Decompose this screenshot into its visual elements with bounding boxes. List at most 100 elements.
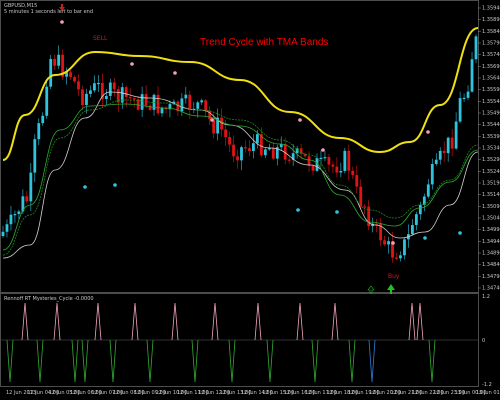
- bull-candle: [422, 196, 426, 205]
- bear-candle: [283, 144, 287, 160]
- bear-candle: [450, 137, 454, 149]
- bull-candle: [37, 123, 41, 140]
- price-axis-label: 1.35840: [482, 29, 500, 35]
- time-axis-label: 12 Jun 11:00: [177, 390, 209, 396]
- time-axis-label: 12 Jun 18:00: [326, 390, 358, 396]
- bull-candle: [196, 102, 200, 109]
- bull-candle: [180, 98, 184, 112]
- time-axis-label: 12 Jun 19:00: [348, 390, 380, 396]
- cycle-trough: [266, 339, 274, 383]
- price-axis-label: 1.35590: [482, 87, 500, 93]
- bear-candle: [212, 119, 216, 134]
- bull-candle: [343, 150, 347, 171]
- bull-candle: [96, 82, 100, 85]
- bull-candle: [5, 224, 9, 232]
- time-axis-label: 12 Jun 13:00: [220, 390, 252, 396]
- bear-candle: [116, 89, 120, 103]
- bear-candle: [81, 89, 84, 106]
- time-axis-label: 12 Jun 22:00: [412, 390, 444, 396]
- bear-candle: [77, 81, 80, 90]
- bull-candle: [17, 211, 21, 215]
- sell-label: SELL: [93, 35, 108, 42]
- bear-candle: [164, 107, 168, 110]
- price-axis-label: 1.35640: [482, 76, 500, 82]
- bear-candle: [228, 137, 231, 145]
- time-axis-label: 12 Jun 12:00: [198, 390, 230, 396]
- bear-candle: [271, 147, 275, 159]
- price-axis-label: 1.35890: [482, 17, 500, 23]
- price-axis-label: 1.35040: [482, 216, 500, 222]
- indicator-level-top: 1.2: [482, 294, 490, 300]
- bear-candle: [287, 159, 291, 161]
- bull-candle: [295, 148, 299, 154]
- symbol-label: GBPUSD,M15: [4, 3, 37, 9]
- bear-candle: [61, 54, 65, 77]
- upper-tma-band: [2, 27, 479, 161]
- bull-candle: [140, 94, 144, 110]
- candles-group: [1, 34, 478, 263]
- main-panel-frame: [0, 0, 479, 293]
- bear-candle: [307, 156, 311, 166]
- middle-tma-band: [2, 99, 479, 256]
- bull-candle: [291, 153, 295, 160]
- bull-candle: [108, 82, 112, 96]
- bear-candle: [244, 147, 247, 149]
- bull-candle: [339, 170, 343, 173]
- bull-candle: [49, 59, 53, 87]
- bull-candle: [315, 157, 319, 171]
- upper-signal-dot: [298, 118, 302, 122]
- bull-candle: [403, 239, 406, 256]
- bull-candle: [323, 157, 327, 159]
- price-axis-label: 1.35690: [482, 64, 500, 70]
- time-axis-label: 12 Jun 06:00: [70, 390, 102, 396]
- time-axis-label: 12 Jun 2013: [6, 390, 36, 396]
- bull-candle: [418, 204, 422, 215]
- bear-candle: [391, 241, 394, 258]
- price-axis-label: 1.35340: [482, 146, 500, 152]
- bear-candle: [148, 105, 152, 110]
- bull-candle: [275, 147, 279, 159]
- bull-candle: [216, 117, 220, 134]
- cycle-trough: [191, 339, 199, 383]
- bear-candle: [144, 94, 148, 106]
- cycle-trough: [36, 339, 44, 383]
- bull-candle: [411, 225, 414, 235]
- time-axis-label: 12 Jun 14:00: [241, 390, 273, 396]
- bear-candle: [69, 72, 72, 78]
- bear-candle: [128, 96, 132, 99]
- bull-candle: [387, 241, 390, 245]
- bear-candle: [303, 153, 307, 157]
- bull-candle: [41, 115, 45, 124]
- cycle-trough: [311, 339, 319, 383]
- cycle-peak: [416, 302, 424, 341]
- cycle-peak: [296, 302, 304, 341]
- small-buy-arrow-icon: [367, 285, 375, 294]
- bull-candle: [454, 121, 458, 149]
- bull-candle: [200, 100, 204, 103]
- indicator-panel-frame: [0, 293, 479, 387]
- bear-candle: [367, 206, 371, 227]
- bull-candle: [240, 147, 243, 161]
- bear-candle: [327, 157, 331, 165]
- upper-signal-dot: [173, 71, 177, 75]
- bull-candle: [45, 86, 49, 116]
- bear-candle: [208, 110, 212, 120]
- bear-candle: [124, 87, 128, 97]
- bear-candle: [248, 148, 251, 152]
- bear-candle: [355, 175, 359, 187]
- bull-candle: [21, 196, 25, 212]
- time-axis-label: 12 Jun 20:00: [369, 390, 401, 396]
- bear-candle: [156, 94, 160, 114]
- price-axis-label: 1.35090: [482, 204, 500, 210]
- bull-candle: [430, 164, 434, 185]
- time-axis-label: 12 Jun 08:00: [113, 390, 145, 396]
- lower-tma-band: [2, 91, 479, 259]
- bull-candle: [65, 72, 68, 77]
- lower-signal-dot: [335, 210, 339, 214]
- bear-candle: [347, 150, 351, 171]
- cycle-trough: [6, 339, 14, 383]
- bull-candle: [263, 149, 267, 156]
